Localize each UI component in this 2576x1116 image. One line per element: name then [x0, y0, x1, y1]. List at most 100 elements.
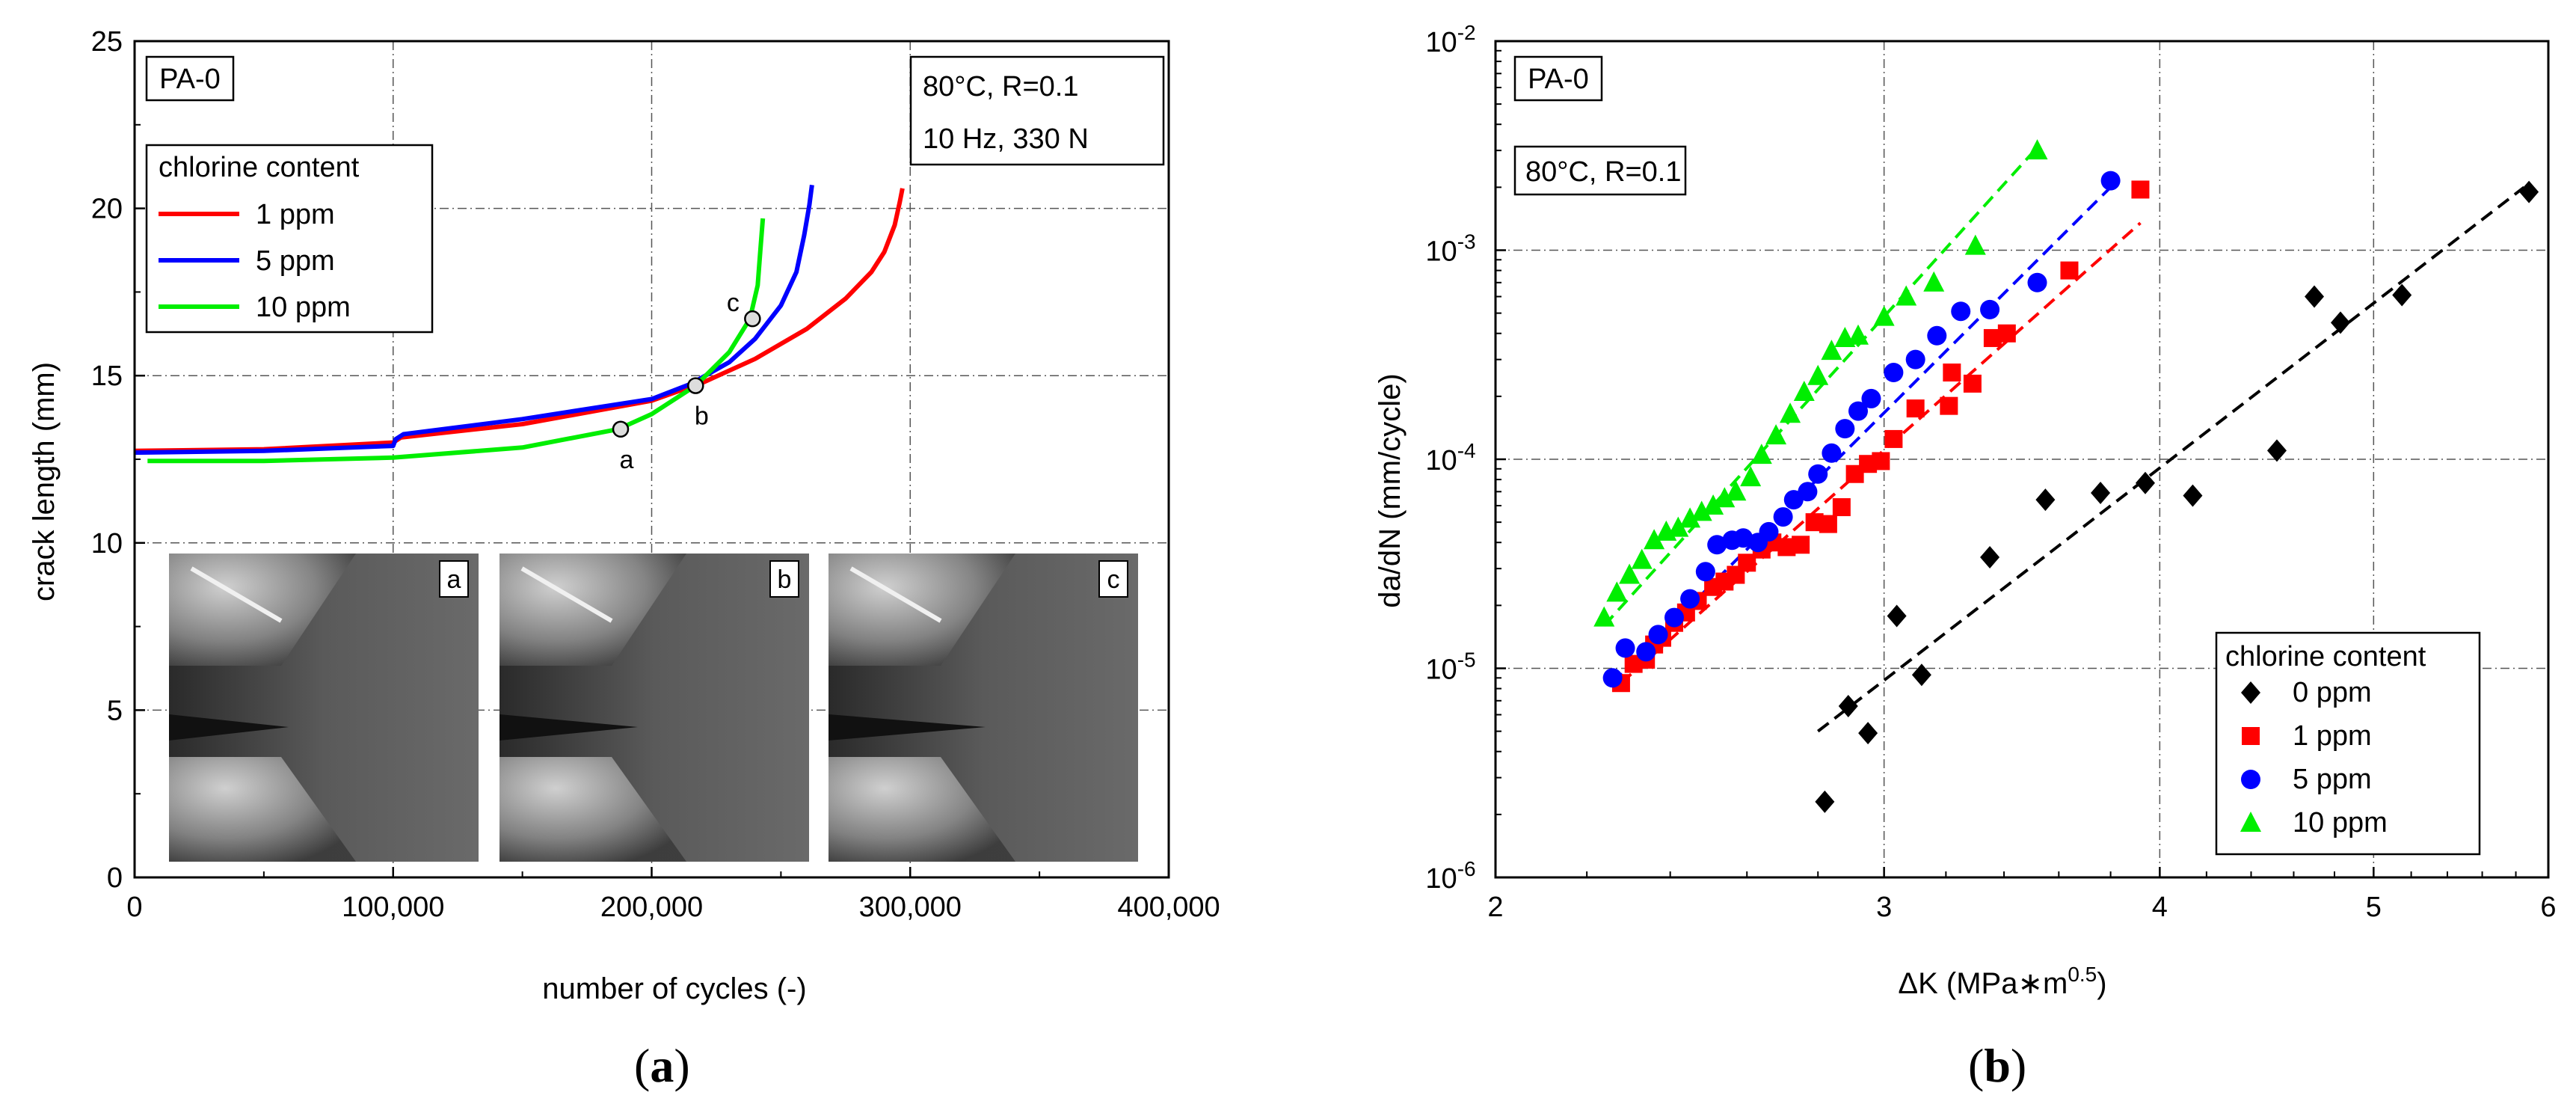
chart-b-point-5-ppm: [1773, 507, 1793, 527]
chart-b-point-0-ppm: [1911, 663, 1931, 687]
chart-b-point-5-ppm: [1695, 562, 1715, 582]
chart-b-point-10-ppm: [1873, 305, 1895, 326]
chart-b-legend-marker-0-ppm: [2241, 681, 2260, 704]
chart-a-material-box: [145, 55, 235, 102]
chart-b-point-0-ppm: [1980, 545, 2000, 568]
chart-b-point-1-ppm: [1943, 364, 1961, 382]
inset-photo-label: c: [1107, 565, 1120, 594]
inset-photo-label: b: [778, 565, 792, 594]
chart-b-point-1-ppm: [2060, 261, 2079, 280]
inset-photo-label-box: [769, 560, 799, 598]
chart-a-y-axis-label: crack length (mm): [28, 362, 61, 601]
chart-b-x-axis-label: ΔK (MPa∗m0.5): [1898, 963, 2106, 1000]
chart-b-point-5-ppm: [1733, 528, 1753, 548]
chart-a-legend-entry-1ppm: 1 ppm: [256, 199, 335, 230]
chart-b-y-tick-label: 10-4: [1425, 439, 1475, 476]
chart-b-fit-0-ppm: [1817, 186, 2525, 733]
inset-photo-highlight: [520, 566, 613, 623]
inset-photo-a: a: [169, 554, 479, 862]
chart-a-marker-c: [744, 310, 761, 328]
inset-photo-label-box: [439, 560, 469, 598]
chart-a-y-tick-label: 0: [107, 862, 123, 894]
inset-photo-highlight: [849, 566, 942, 623]
chart-a-legend-entry-10ppm: 10 ppm: [256, 292, 351, 323]
chart-b-point-5-ppm: [1615, 638, 1635, 658]
chart-a-inset-photos: a b c: [169, 554, 1138, 862]
chart-a-series-10-ppm: [147, 218, 766, 464]
chart-b-points: [1593, 139, 2539, 813]
chart-b-point-5-ppm: [1808, 464, 1828, 484]
chart-b-point-1-ppm: [1792, 536, 1810, 554]
chart-a-marker-label-b: b: [695, 402, 709, 431]
chart-b-point-5-ppm: [1884, 363, 1904, 383]
chart-b-point-5-ppm: [1822, 443, 1842, 463]
chart-b-legend-entry-5-ppm: 5 ppm: [2293, 764, 2372, 795]
chart-a-x-axis-label: number of cycles (-): [542, 972, 806, 1005]
chart-b-point-10-ppm: [1765, 424, 1787, 445]
chart-b-point-5-ppm: [1707, 535, 1727, 555]
chart-a-conditions-line-2: 10 Hz, 330 N: [923, 123, 1089, 155]
inset-photo-lower-clamp: [829, 757, 1015, 862]
chart-a-y-tick-label: 20: [91, 194, 123, 225]
chart-b-point-10-ppm: [1593, 606, 1615, 627]
chart-b-x-tick-label: 3: [1876, 892, 1892, 923]
chart-b-point-0-ppm: [2135, 471, 2155, 494]
inset-photo-label-box: [1098, 560, 1128, 598]
chart-b-point-10-ppm: [1725, 480, 1747, 501]
chart-b-point-5-ppm: [1648, 625, 1668, 645]
chart-b-point-10-ppm: [1923, 271, 1945, 292]
chart-a-y-tick-label: 10: [91, 528, 123, 559]
chart-a-markers: a b c: [612, 289, 761, 474]
chart-b-point-5-ppm: [1798, 482, 1818, 502]
inset-photo-c: c: [829, 554, 1138, 862]
chart-b-point-1-ppm: [2131, 180, 2150, 199]
chart-b-material-label: PA-0: [1528, 64, 1589, 95]
chart-b-point-5-ppm: [1759, 521, 1779, 542]
chart-b-point-5-ppm: [2027, 272, 2047, 292]
chart-a-y-tick-label: 5: [107, 695, 123, 726]
chart-b-point-0-ppm: [2331, 311, 2351, 334]
chart-a-legend-title: chlorine content: [159, 152, 360, 183]
chart-b-x-tick-label: 4: [2152, 892, 2168, 923]
chart-b-point-1-ppm: [1884, 429, 1903, 448]
chart-b-point-0-ppm: [2091, 482, 2111, 505]
chart-b-point-5-ppm: [1848, 401, 1869, 421]
chart-b-point-10-ppm: [1631, 548, 1653, 569]
chart-b-point-5-ppm: [1835, 419, 1855, 439]
chart-b-point-0-ppm: [2519, 180, 2539, 203]
chart-b-conditions-box: [1513, 145, 1687, 196]
chart-b-legend-entry-10-ppm: 10 ppm: [2293, 807, 2388, 838]
chart-b-point-10-ppm: [1848, 324, 1869, 345]
chart-b-conditions-line-1: 80°C, R=0.1: [1525, 156, 1681, 188]
chart-b-point-0-ppm: [2035, 488, 2056, 512]
chart-b: 2 3 4 5 6 10-6 10-5 10-4 10-3 10-2 PA-0 80°C, R=0…: [1374, 21, 2557, 1000]
chart-b-point-0-ppm: [2305, 285, 2325, 308]
chart-b-legend-entry-1-ppm: 1 ppm: [2293, 720, 2372, 752]
chart-b-point-10-ppm: [1750, 444, 1772, 465]
chart-b-legend-marker-10-ppm: [2240, 812, 2261, 832]
chart-b-point-10-ppm: [1714, 487, 1736, 508]
chart-b-point-10-ppm: [1679, 507, 1701, 528]
chart-b-point-0-ppm: [2392, 283, 2412, 307]
caption-a: (a): [634, 1039, 690, 1092]
inset-photo-highlight: [190, 566, 283, 623]
chart-a-material-label: PA-0: [159, 64, 221, 95]
chart-b-legend-title: chlorine content: [2225, 641, 2426, 672]
chart-b-point-10-ppm: [1821, 340, 1842, 361]
chart-b-point-1-ppm: [1906, 399, 1925, 418]
chart-b-point-10-ppm: [1740, 466, 1762, 487]
chart-b-point-10-ppm: [1780, 402, 1801, 423]
chart-b-point-1-ppm: [1963, 374, 1982, 393]
caption-b: (b): [1968, 1039, 2027, 1092]
chart-b-point-10-ppm: [1793, 380, 1815, 401]
chart-b-ticks: 2 3 4 5 6 10-6 10-5 10-4 10-3 10-2: [1425, 21, 2556, 923]
chart-b-point-5-ppm: [1602, 668, 1623, 688]
chart-b-point-0-ppm: [1838, 694, 1858, 717]
chart-b-point-0-ppm: [1815, 790, 1835, 813]
chart-b-point-10-ppm: [1644, 529, 1665, 550]
chart-a-x-tick-label: 400,000: [1117, 892, 1220, 923]
chart-a-marker-label-a: a: [620, 446, 634, 474]
chart-b-x-tick-label: 5: [2366, 892, 2382, 923]
chart-b-legend-marker-1-ppm: [2242, 727, 2260, 745]
